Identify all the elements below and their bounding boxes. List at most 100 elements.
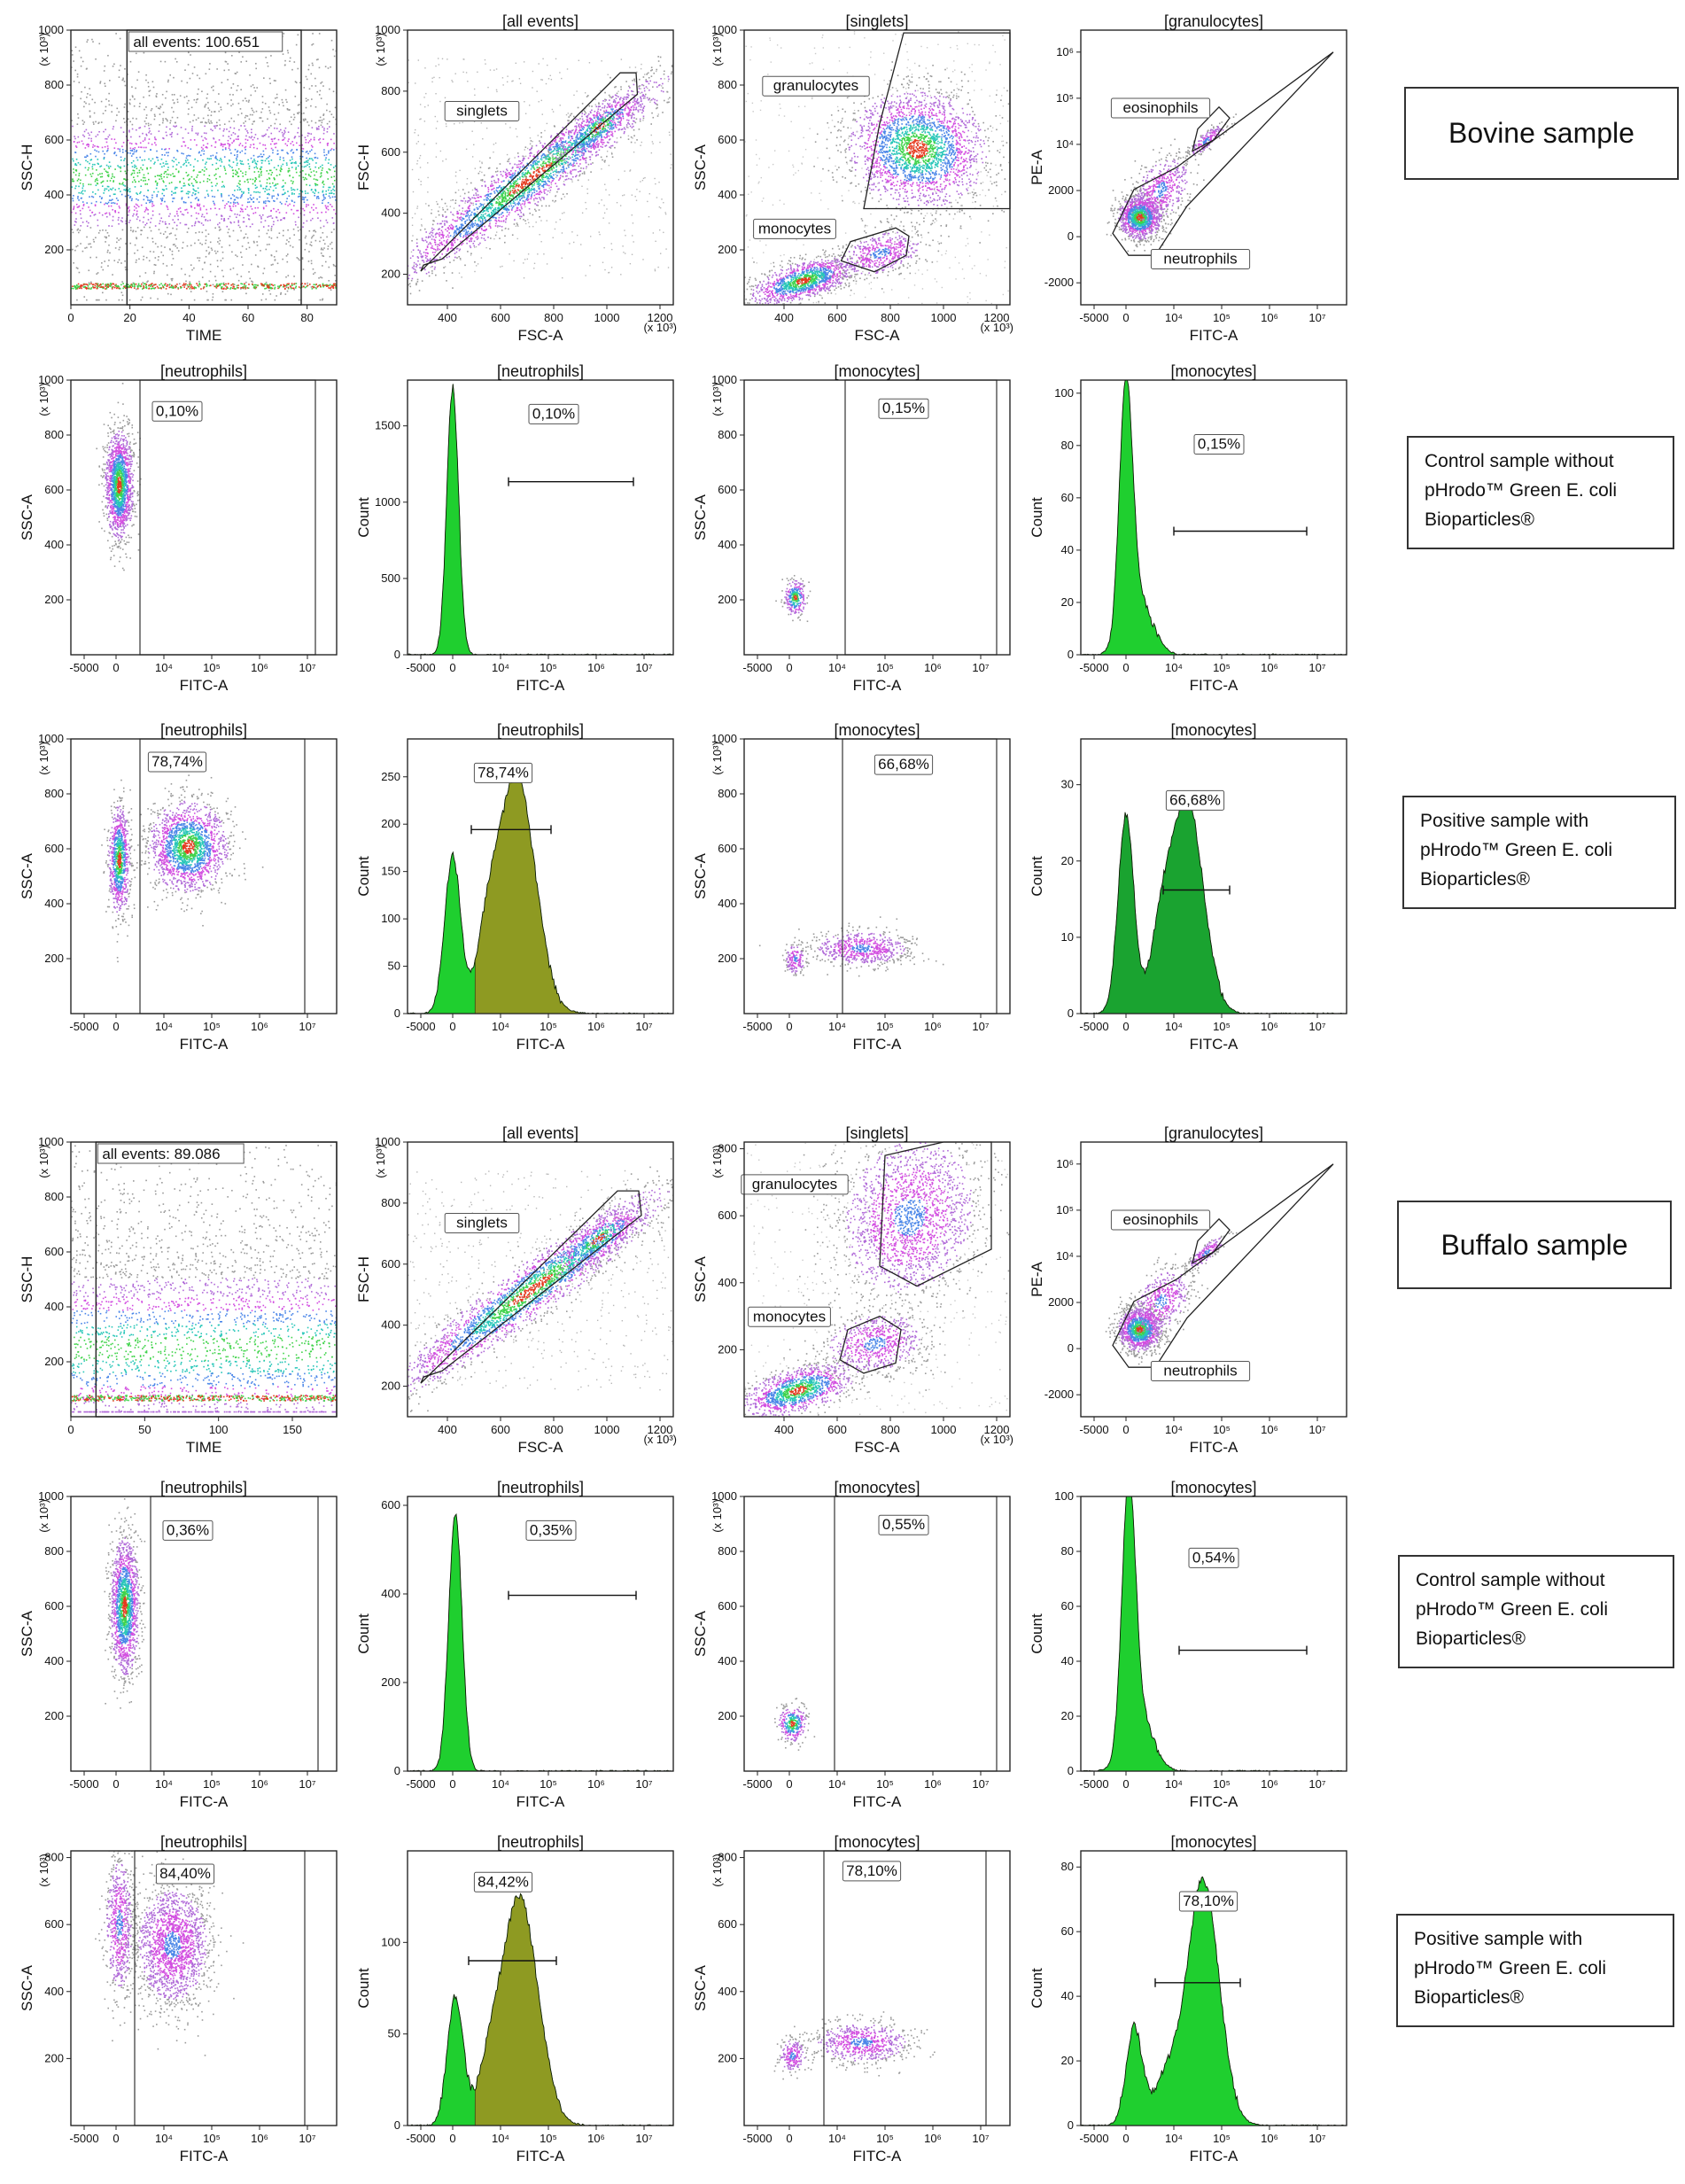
x-tick-label: 400 — [774, 311, 794, 324]
y-tick-label: 400 — [44, 1300, 64, 1313]
plot-group: singlets 200 400 600 800 1000 400 600 800 1000 120… — [355, 1124, 677, 1456]
gate-percent-label: 78,74% — [151, 753, 203, 770]
gate-percent-label-box — [162, 1519, 214, 1541]
plot-title: [granulocytes] — [1164, 1124, 1263, 1142]
y-unit-label: (x 10³) — [37, 33, 50, 66]
label-line: Bioparticles® — [1420, 865, 1658, 894]
gate-percent-label-box — [473, 1871, 533, 1893]
x-tick-label: 10⁵ — [203, 2132, 221, 2145]
label-buffalo-control: Control sample without pHrodo™ Green E. … — [1398, 1555, 1674, 1668]
plot-title: [neutrophils] — [160, 721, 247, 739]
x-tick-label: 10⁵ — [876, 661, 894, 674]
plot-svg: 78,74% 200 400 600 800 1000 -5000 0 10⁴ 10⁵ 10⁶ 10⁷… — [19, 721, 338, 1053]
scatter-layer — [744, 1142, 1010, 1417]
x-tick-label: 1200 — [984, 311, 1010, 324]
x-tick-label: 0 — [786, 2132, 792, 2145]
label-line: Control sample without — [1425, 447, 1657, 476]
plot-title: [neutrophils] — [497, 1479, 584, 1496]
x-tick-label: 0 — [786, 1777, 792, 1791]
singlet-core — [524, 68, 673, 178]
gate-percent-label-box — [473, 762, 533, 783]
y-tick-label: 60 — [1061, 1924, 1074, 1938]
plot-border — [1080, 379, 1347, 656]
x-tick-label: 600 — [827, 1423, 847, 1436]
x-tick-label: 10⁴ — [1165, 1423, 1183, 1436]
label-bovine-control: Control sample without pHrodo™ Green E. … — [1407, 436, 1674, 549]
plot-frame — [407, 29, 674, 306]
plot-frame — [70, 1850, 338, 2126]
y-unit-label: (x 10³) — [374, 33, 387, 66]
y-tick-label: 1000 — [38, 732, 64, 745]
y-tick-label: 600 — [44, 483, 64, 496]
plot-title: [neutrophils] — [497, 1833, 584, 1851]
gate-percent-label-box — [528, 403, 579, 424]
x-tick-label: 10⁵ — [203, 661, 221, 674]
x-tick-label: 10⁷ — [1308, 661, 1325, 674]
x-tick-label: 600 — [491, 311, 510, 324]
plot-buffalo-pos-mono-dot: 78,10% 200 400 600 800 -5000 0 10⁴ 10⁵ 10⁶ 10⁷ FITC… — [673, 1830, 1086, 2184]
plot-svg: 78,10% 0 20 40 60 80 -5000 0 10⁴ 10⁵ 10⁶ 10⁷ FITC-A C… — [1029, 1833, 1347, 2165]
plot-border — [70, 379, 338, 656]
y-tick-label: 600 — [44, 1599, 64, 1613]
plot-buffalo-granulocytes: eosinophils neutrophils -2000 0 2000 10⁴ 10⁵ 10… — [1010, 1121, 1423, 1475]
plot-group: eosinophils neutrophils -2000 0 2000 10⁴ 10⁵ 10… — [1029, 12, 1347, 344]
gate-label: all events: 89.086 — [102, 1146, 220, 1162]
x-tick-label: 10⁷ — [635, 661, 652, 674]
x-tick-label: 10⁷ — [972, 2132, 989, 2145]
label-line: Control sample without — [1416, 1566, 1657, 1595]
x-unit-label: (x 10³) — [980, 321, 1013, 334]
gate-percent-label-box — [1178, 1891, 1239, 1912]
gate-percent-label: 0,10% — [156, 402, 198, 419]
x-tick-label: -5000 — [1079, 1020, 1108, 1033]
y-tick-label: 1000 — [375, 495, 400, 509]
plot-group: 0,10% 0 500 1000 1500 -5000 0 10⁴ 10⁵ 10⁶ 10⁷ FITC-… — [355, 362, 674, 694]
plot-bovine-granulocytes: eosinophils neutrophils -2000 0 2000 10⁴ 10⁵ 10… — [1010, 9, 1423, 363]
y-tick-label: 600 — [44, 133, 64, 146]
monocytes-label: monocytes — [753, 1308, 826, 1325]
x-tick-label: -5000 — [69, 661, 98, 674]
plot-group: 66,68% 0 10 20 30 -5000 0 10⁴ 10⁵ 10⁶ 10⁷ FITC-A Cou… — [1029, 721, 1347, 1053]
plot-bovine-ctrl-neutro-hist: 0,10% 0 500 1000 1500 -5000 0 10⁴ 10⁵ 10⁶ 10⁷ FITC-… — [337, 359, 749, 713]
plot-buffalo-ctrl-mono-hist: 0,54% 0 20 40 60 80 100 -5000 0 10⁴ 10⁵ 10⁶ 10⁷ FITC-… — [1010, 1475, 1423, 1830]
event-cloud — [71, 1145, 337, 1413]
gate-percent-label-box — [878, 1514, 929, 1535]
x-tick-label: 10⁴ — [828, 661, 846, 674]
x-tick-label: 10⁶ — [1261, 1777, 1278, 1791]
plot-frame — [743, 379, 1011, 656]
neutrophils-gate — [1112, 51, 1334, 256]
y-tick-label: 100 — [1054, 386, 1074, 400]
x-tick-label: -5000 — [406, 1020, 435, 1033]
plot-bovine-fsc-ssc: granulocytes monocytes 200 400 600 800 1000 400… — [673, 9, 1086, 363]
cell-cloud-0 — [781, 937, 809, 976]
y-tick-label: 0 — [1068, 2118, 1074, 2132]
scatter-layer — [71, 1145, 337, 1413]
granulocyte-cloud — [799, 1142, 1010, 1364]
x-tick-label: 10⁴ — [492, 2132, 509, 2145]
plot-border — [70, 29, 338, 306]
x-axis-label: TIME — [186, 327, 222, 344]
x-tick-label: 10⁵ — [876, 1020, 894, 1033]
y-tick-label: 400 — [381, 1318, 400, 1332]
y-axis-label: Count — [355, 1968, 372, 2009]
y-tick-label: 200 — [718, 952, 737, 965]
y-axis-label: Count — [1029, 1968, 1045, 2009]
x-tick-label: 10⁴ — [155, 1777, 173, 1791]
x-tick-label: 1000 — [594, 1423, 620, 1436]
x-tick-label: 100 — [209, 1423, 229, 1436]
x-tick-label: 10⁶ — [924, 1777, 942, 1791]
x-tick-label: 10⁶ — [1261, 311, 1278, 324]
label-bovine-sample: Bovine sample — [1404, 87, 1679, 180]
y-tick-label: 40 — [1061, 543, 1074, 556]
y-tick-label: 40 — [1061, 1989, 1074, 2002]
plot-buffalo-ctrl-neutro-dot: 0,36% 200 400 600 800 1000 -5000 0 10⁴ 10⁵ 10⁶ 10⁷ F… — [0, 1475, 413, 1830]
x-tick-label: 10⁴ — [828, 1777, 846, 1791]
granulocytes-label-box — [762, 75, 870, 97]
y-axis-label: SSC-A — [692, 1610, 709, 1657]
cell-cloud-0 — [96, 383, 142, 571]
y-tick-label: 400 — [718, 188, 737, 201]
plot-buffalo-fsc-ssc: granulocytes monocytes 200 400 600 800 400 600 8… — [673, 1121, 1086, 1475]
x-tick-label: 400 — [438, 311, 457, 324]
y-tick-label: 400 — [718, 1276, 737, 1289]
neutrophil-tail — [1112, 138, 1205, 243]
gate-percent-label: 66,68% — [1169, 791, 1221, 808]
